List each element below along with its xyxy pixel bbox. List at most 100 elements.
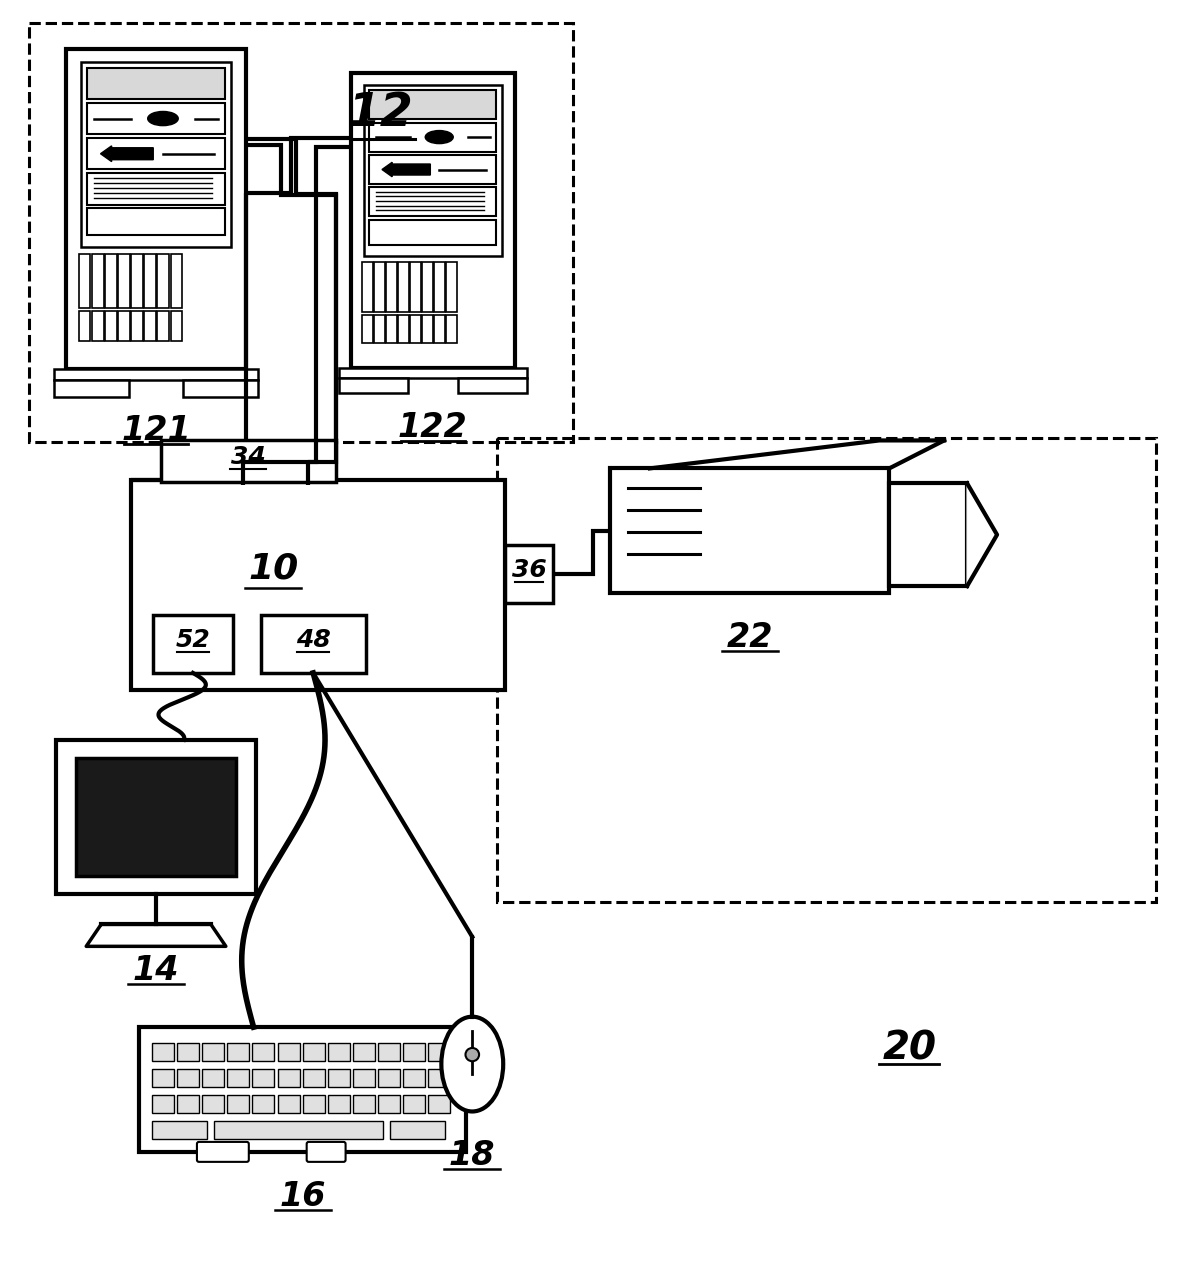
Bar: [446, 315, 457, 342]
Bar: [362, 261, 373, 311]
Text: 48: 48: [296, 628, 330, 652]
FancyArrow shape: [382, 163, 431, 177]
Bar: [398, 261, 408, 311]
Text: 12: 12: [348, 91, 413, 136]
Bar: [369, 123, 496, 151]
Bar: [610, 469, 889, 593]
Polygon shape: [87, 925, 226, 947]
Bar: [339, 368, 527, 378]
Bar: [81, 61, 231, 247]
Bar: [177, 1070, 199, 1088]
Bar: [497, 438, 1156, 902]
Bar: [177, 1095, 199, 1113]
Bar: [119, 311, 129, 342]
Bar: [429, 1043, 450, 1061]
Bar: [434, 315, 445, 342]
Bar: [87, 209, 226, 236]
Bar: [152, 1043, 174, 1061]
Bar: [30, 23, 573, 442]
Bar: [253, 1095, 274, 1113]
Bar: [350, 73, 515, 368]
Bar: [398, 315, 408, 342]
Bar: [369, 90, 496, 119]
FancyBboxPatch shape: [197, 1141, 249, 1162]
Bar: [261, 615, 366, 673]
Text: 36: 36: [512, 559, 546, 582]
Bar: [391, 1121, 445, 1139]
Bar: [66, 49, 246, 369]
Ellipse shape: [442, 1017, 503, 1112]
Bar: [161, 441, 336, 483]
Bar: [228, 1095, 249, 1113]
Bar: [353, 1095, 375, 1113]
FancyArrow shape: [101, 146, 153, 161]
Bar: [78, 311, 90, 342]
Bar: [119, 254, 129, 307]
Bar: [429, 1070, 450, 1088]
Text: 16: 16: [279, 1180, 326, 1213]
Text: 121: 121: [121, 415, 191, 447]
Bar: [87, 68, 226, 99]
Bar: [177, 1043, 199, 1061]
Bar: [353, 1043, 375, 1061]
Bar: [132, 311, 142, 342]
Polygon shape: [967, 483, 997, 587]
Bar: [328, 1095, 350, 1113]
Bar: [158, 254, 169, 307]
Bar: [132, 254, 142, 307]
Bar: [253, 1043, 274, 1061]
Bar: [303, 1070, 324, 1088]
Bar: [369, 220, 496, 245]
FancyBboxPatch shape: [306, 1141, 345, 1162]
Bar: [145, 311, 155, 342]
Bar: [423, 315, 433, 342]
Bar: [446, 261, 457, 311]
Bar: [374, 315, 385, 342]
Bar: [303, 1095, 324, 1113]
Bar: [152, 1095, 174, 1113]
Bar: [423, 261, 433, 311]
Bar: [131, 480, 506, 690]
Text: 18: 18: [449, 1139, 495, 1172]
Bar: [152, 1070, 174, 1088]
Bar: [91, 311, 103, 342]
Bar: [328, 1070, 350, 1088]
Bar: [53, 379, 129, 397]
Ellipse shape: [465, 1048, 480, 1061]
Bar: [369, 187, 496, 216]
Text: 22: 22: [726, 621, 773, 655]
Bar: [253, 1070, 274, 1088]
Bar: [87, 102, 226, 135]
Bar: [104, 311, 116, 342]
Text: 14: 14: [133, 954, 179, 988]
Bar: [362, 315, 373, 342]
Bar: [56, 740, 255, 894]
Bar: [374, 261, 385, 311]
Bar: [78, 254, 90, 307]
Text: 34: 34: [231, 446, 266, 469]
Bar: [202, 1070, 224, 1088]
Bar: [153, 615, 233, 673]
Bar: [377, 1043, 400, 1061]
Bar: [158, 311, 169, 342]
Text: 10: 10: [248, 551, 298, 585]
Bar: [377, 1095, 400, 1113]
Bar: [369, 155, 496, 184]
Bar: [328, 1043, 350, 1061]
Bar: [429, 1095, 450, 1113]
Text: 122: 122: [398, 411, 468, 445]
Bar: [183, 379, 259, 397]
Bar: [404, 1095, 425, 1113]
Bar: [228, 1043, 249, 1061]
Bar: [139, 1027, 466, 1152]
Bar: [104, 254, 116, 307]
Bar: [434, 261, 445, 311]
Bar: [353, 1070, 375, 1088]
Bar: [76, 758, 236, 876]
Bar: [363, 85, 502, 256]
Bar: [411, 261, 421, 311]
Bar: [386, 315, 396, 342]
Ellipse shape: [147, 111, 178, 126]
Text: 20: 20: [882, 1029, 937, 1067]
Bar: [278, 1043, 299, 1061]
